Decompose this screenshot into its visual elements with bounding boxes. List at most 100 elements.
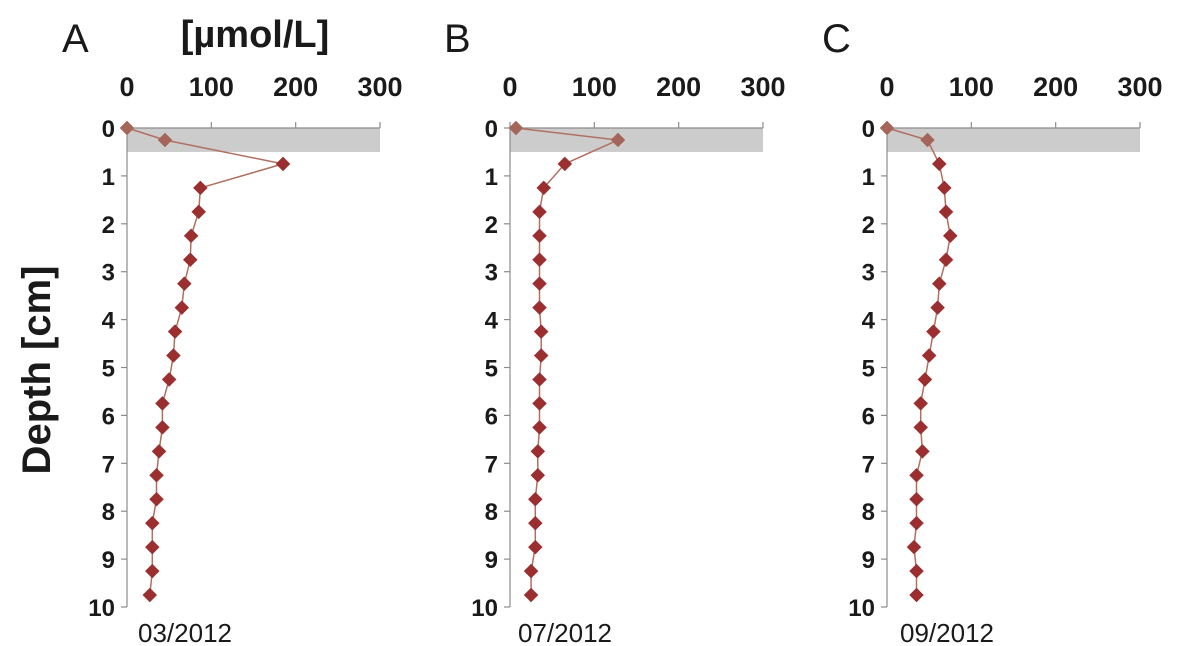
y-tick-label: 6 <box>485 403 498 430</box>
data-point <box>942 228 958 244</box>
data-point <box>157 132 173 148</box>
y-tick-label: 4 <box>862 308 876 335</box>
data-point <box>532 252 547 268</box>
unit-label: [µmol/L] <box>181 14 330 56</box>
y-tick-label: 5 <box>862 356 875 383</box>
data-point <box>930 300 945 315</box>
y-tick-label: 0 <box>102 116 115 143</box>
data-point <box>909 491 924 507</box>
data-point <box>917 372 933 387</box>
x-tick-label: 300 <box>740 72 785 102</box>
data-point <box>532 204 547 220</box>
y-tick-label: 1 <box>862 164 875 191</box>
data-point <box>144 539 160 555</box>
x-tick-label: 300 <box>357 72 402 102</box>
data-point <box>938 252 954 268</box>
y-tick-label: 8 <box>102 499 115 526</box>
y-tick-label: 5 <box>485 356 498 383</box>
y-tick-label: 10 <box>88 595 115 622</box>
x-tick-label: 0 <box>502 72 517 102</box>
data-point <box>527 539 543 555</box>
x-tick-label: 100 <box>949 72 994 102</box>
x-tick-label: 100 <box>572 72 617 102</box>
panel-letter: A <box>62 17 89 61</box>
data-point <box>527 515 543 531</box>
y-tick-label: 10 <box>471 595 498 622</box>
y-tick-label: 5 <box>102 356 115 383</box>
x-tick-label: 0 <box>879 72 894 102</box>
y-tick-label: 3 <box>485 260 498 287</box>
data-point <box>149 467 164 483</box>
data-point <box>149 491 164 507</box>
data-point <box>532 396 547 411</box>
data-point <box>936 180 952 196</box>
data-point <box>530 443 546 459</box>
data-point <box>909 587 924 603</box>
x-tick-label: 300 <box>1117 72 1162 102</box>
data-point <box>909 515 924 531</box>
data-point <box>166 348 181 363</box>
data-point <box>142 587 158 603</box>
data-point <box>879 120 895 136</box>
y-tick-label: 0 <box>485 116 498 143</box>
data-point <box>532 276 547 292</box>
data-point <box>174 300 190 315</box>
y-tick-label: 6 <box>102 403 115 430</box>
panel-letter: B <box>444 17 471 61</box>
y-tick-label: 1 <box>485 164 498 191</box>
y-tick-label: 2 <box>102 212 115 239</box>
y-tick-label: 4 <box>102 308 116 335</box>
date-label: 07/2012 <box>518 618 612 646</box>
data-point <box>176 276 192 292</box>
y-tick-label: 3 <box>862 260 875 287</box>
panel-c: 0 100 200 300 0 1 2 3 4 5 6 7 8 9 10 C 09/2012 <box>822 17 1163 646</box>
data-point <box>182 252 198 268</box>
x-tick-label: 100 <box>189 72 234 102</box>
date-label: 09/2012 <box>900 618 994 646</box>
shaded-band <box>887 128 1140 152</box>
shaded-band <box>127 128 380 152</box>
y-tick-label: 4 <box>485 308 499 335</box>
x-tick-label: 0 <box>119 72 134 102</box>
data-point <box>533 324 549 339</box>
data-point <box>151 443 167 459</box>
data-point <box>167 324 183 339</box>
shaded-band <box>510 128 763 152</box>
data-point <box>533 348 549 363</box>
data-point <box>931 276 947 292</box>
x-tick-label: 200 <box>1033 72 1078 102</box>
y-tick-label: 8 <box>862 499 875 526</box>
data-point <box>913 396 929 411</box>
data-point <box>931 156 947 172</box>
data-point <box>557 156 573 172</box>
data-point <box>532 300 547 315</box>
data-point <box>913 420 929 435</box>
y-tick-label: 7 <box>485 451 498 478</box>
data-point <box>906 539 922 555</box>
data-point <box>275 156 291 172</box>
data-point <box>938 204 954 220</box>
data-point <box>532 372 547 387</box>
data-point <box>155 420 170 435</box>
data-point <box>920 132 935 148</box>
data-point <box>915 443 930 459</box>
data-point <box>144 515 160 531</box>
y-tick-label: 7 <box>862 451 875 478</box>
y-tick-label: 9 <box>485 547 498 574</box>
data-point <box>161 372 177 387</box>
data-point <box>183 228 199 244</box>
y-tick-label: 0 <box>862 116 875 143</box>
x-tick-label: 200 <box>273 72 318 102</box>
data-point <box>191 204 207 220</box>
panel-letter: C <box>822 17 851 61</box>
y-tick-label: 7 <box>102 451 115 478</box>
y-tick-label: 8 <box>485 499 498 526</box>
data-point <box>921 348 937 363</box>
data-point <box>530 467 546 483</box>
y-tick-label: 6 <box>862 403 875 430</box>
y-tick-label: 1 <box>102 164 115 191</box>
y-tick-label: 3 <box>102 260 115 287</box>
data-point <box>532 228 547 244</box>
data-point <box>508 120 524 136</box>
y-tick-label: 9 <box>862 547 875 574</box>
